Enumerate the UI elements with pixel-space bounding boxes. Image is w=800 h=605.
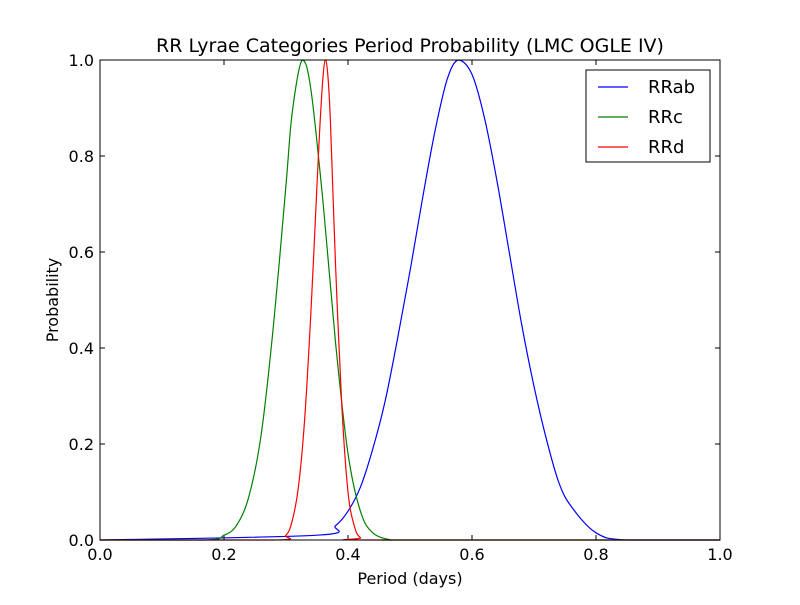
plot-frame [99,59,721,541]
x-tick-label: 0.0 [87,545,112,564]
x-tick-label: 0.4 [335,545,360,564]
y-tick-label: 0.8 [69,147,94,166]
chart-title: RR Lyrae Categories Period Probability (… [156,35,664,57]
x-tick-label: 1.0 [707,545,732,564]
y-axis-title: Probability [43,258,62,343]
series-line-rrc [100,59,720,541]
legend-label-rrab: RRab [648,77,695,98]
x-tick-label: 0.8 [583,545,608,564]
y-tick-label: 0.4 [69,339,94,358]
x-tick-label: 0.2 [211,545,236,564]
tick-labels: 0.0 0.2 0.4 0.6 0.8 1.0 0.0 0.2 0.4 0.6 0.8 1.0 [69,51,733,564]
x-axis-title: Period (days) [357,569,462,588]
y-tick-label: 0.2 [69,435,94,454]
y-tick-label: 1.0 [69,51,94,70]
y-tick-label: 0.0 [69,531,94,550]
legend-label-rrd: RRd [648,137,684,158]
x-tick-label: 0.6 [459,545,484,564]
series-line-rrab [99,59,720,541]
legend-label-rrc: RRc [648,107,683,128]
y-tick-label: 0.6 [69,243,94,262]
legend: RRab RRc RRd [585,69,711,163]
legend-items: RRab RRc RRd [598,77,695,158]
